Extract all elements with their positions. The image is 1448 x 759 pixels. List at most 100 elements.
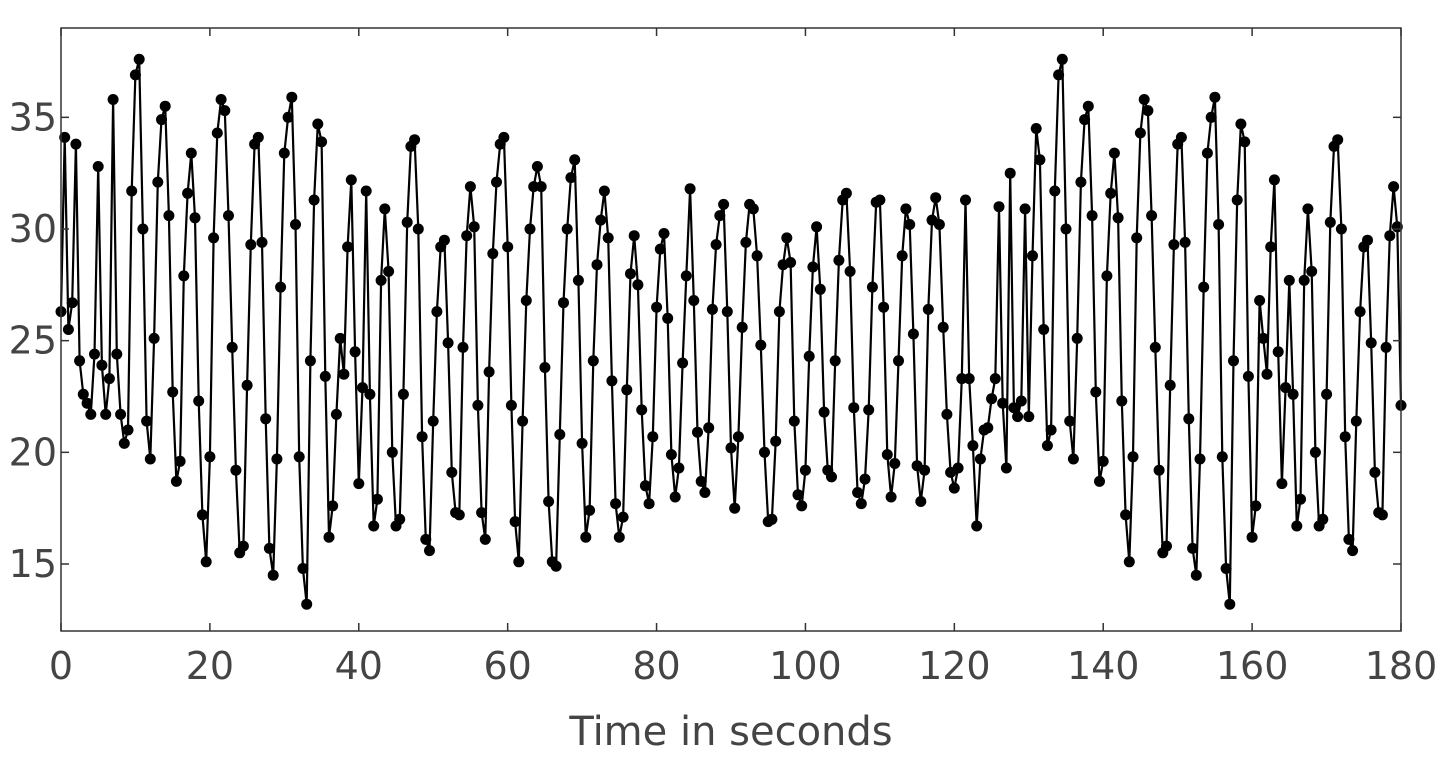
- data-point: [66, 297, 78, 309]
- data-point: [438, 234, 450, 246]
- x-tick-label: 160: [1216, 644, 1289, 688]
- data-point: [111, 348, 123, 360]
- x-axis-label: Time in seconds: [568, 709, 892, 755]
- data-point: [688, 295, 700, 306]
- data-point: [144, 453, 156, 465]
- data-point: [1268, 174, 1280, 186]
- data-point: [1090, 386, 1102, 398]
- data-point: [491, 176, 502, 188]
- data-point: [182, 187, 194, 199]
- data-point: [1056, 53, 1068, 65]
- data-point: [1000, 462, 1012, 474]
- data-point: [453, 509, 465, 521]
- data-point: [840, 187, 852, 199]
- data-point: [591, 259, 603, 271]
- data-point: [74, 355, 86, 367]
- data-point: [952, 462, 964, 474]
- data-point: [330, 408, 342, 420]
- data-point: [316, 136, 328, 148]
- data-point: [1004, 167, 1016, 179]
- data-point: [241, 379, 253, 391]
- data-point: [1071, 332, 1083, 344]
- data-point: [100, 408, 112, 420]
- data-point: [740, 236, 752, 248]
- data-point: [680, 270, 692, 282]
- data-point: [878, 301, 890, 313]
- data-point: [565, 172, 577, 184]
- data-point: [1108, 147, 1120, 159]
- data-point: [580, 531, 592, 543]
- data-point: [200, 556, 212, 568]
- data-point: [1354, 306, 1366, 318]
- data-point: [930, 192, 942, 204]
- data-point: [1120, 509, 1132, 521]
- data-point: [85, 408, 97, 420]
- data-point: [278, 147, 290, 159]
- data-point: [401, 216, 413, 228]
- data-point: [1231, 194, 1243, 206]
- data-point: [275, 281, 287, 293]
- data-point: [706, 303, 718, 315]
- data-point: [256, 236, 268, 248]
- data-point: [338, 368, 350, 380]
- data-point: [602, 232, 614, 244]
- data-layer: [55, 53, 1407, 610]
- data-point: [826, 471, 837, 483]
- data-point: [654, 243, 666, 255]
- data-point: [1250, 500, 1262, 512]
- data-point: [1075, 176, 1087, 188]
- data-point: [185, 147, 197, 159]
- data-point: [96, 359, 108, 371]
- data-point: [781, 232, 793, 244]
- data-point: [632, 279, 644, 291]
- data-point: [1265, 241, 1277, 253]
- data-point: [1339, 431, 1351, 443]
- data-point: [543, 496, 555, 507]
- data-point: [584, 504, 596, 516]
- data-point: [1257, 332, 1269, 344]
- data-point: [755, 339, 767, 351]
- data-point: [353, 478, 365, 490]
- data-point: [1194, 453, 1206, 465]
- data-point: [118, 437, 130, 449]
- data-point: [412, 223, 424, 235]
- data-point: [792, 489, 804, 501]
- y-tick-label: 20: [9, 430, 57, 474]
- data-point: [189, 212, 201, 224]
- data-point: [606, 375, 618, 387]
- data-point: [1347, 545, 1359, 557]
- data-point: [1146, 210, 1158, 222]
- data-point: [662, 312, 674, 324]
- data-point: [807, 261, 819, 273]
- data-point: [472, 399, 484, 411]
- x-tick-label: 20: [186, 644, 234, 688]
- data-point: [1094, 475, 1105, 487]
- data-point: [357, 382, 368, 394]
- data-point: [721, 306, 733, 318]
- data-point: [885, 491, 897, 503]
- data-point: [814, 283, 826, 295]
- data-point: [1131, 232, 1143, 244]
- data-point: [133, 53, 145, 65]
- data-point: [360, 185, 372, 197]
- data-point: [368, 520, 380, 532]
- data-point: [900, 203, 912, 215]
- ticks-layer: 0 20 40 60 80 100 120 140 160 180 15 20 25 30 35: [9, 28, 1437, 688]
- data-point: [617, 511, 629, 523]
- data-point: [386, 446, 398, 458]
- data-point: [915, 496, 927, 507]
- data-point: [770, 435, 782, 447]
- data-point: [963, 373, 975, 385]
- data-point: [535, 181, 547, 193]
- data-point: [665, 449, 677, 461]
- data-point: [141, 415, 153, 427]
- data-point: [1187, 542, 1199, 554]
- data-point: [1254, 295, 1266, 306]
- data-point: [982, 422, 994, 434]
- data-point: [1164, 379, 1176, 391]
- data-point: [714, 210, 726, 222]
- data-point: [308, 194, 320, 206]
- data-point: [290, 219, 301, 230]
- data-point: [282, 111, 294, 123]
